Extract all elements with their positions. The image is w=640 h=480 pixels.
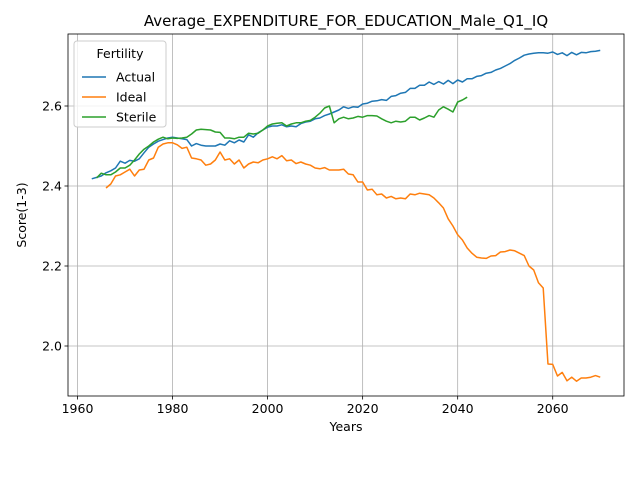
y-axis-label: Score(1-3) (14, 182, 29, 247)
y-tick-label: 2.2 (42, 259, 62, 274)
plot-area-frame (67, 33, 625, 397)
chart-title: Average_EXPENDITURE_FOR_EDUCATION_Male_Q… (144, 12, 548, 31)
series-line-sterile (95, 96, 468, 179)
y-axis-ticks: 2.0 2.2 2.4 2.6 (42, 99, 68, 354)
series-lines (91, 49, 601, 382)
legend-items: Actual Ideal Sterile (82, 70, 157, 125)
x-tick-label: 1980 (157, 401, 189, 416)
legend-label-sterile: Sterile (116, 110, 157, 125)
y-tick-label: 2.0 (42, 339, 62, 354)
y-tick-label: 2.6 (42, 99, 62, 114)
legend-box (73, 40, 167, 128)
y-tick-label: 2.4 (42, 179, 62, 194)
x-tick-label: 2040 (442, 401, 474, 416)
legend: Fertility Actual Ideal Sterile (73, 40, 167, 128)
legend-title: Fertility (97, 46, 145, 61)
legend-label-ideal: Ideal (116, 90, 146, 105)
grid-lines (68, 34, 624, 396)
x-axis-ticks: 1960 1980 2000 2020 2040 2060 (62, 396, 569, 416)
x-tick-label: 2020 (347, 401, 379, 416)
x-tick-label: 2060 (537, 401, 569, 416)
x-tick-label: 2000 (252, 401, 284, 416)
legend-label-actual: Actual (116, 70, 155, 85)
series-line-ideal (105, 142, 601, 382)
series-line-actual (91, 49, 601, 180)
x-axis-label: Years (329, 419, 363, 434)
x-tick-label: 1960 (62, 401, 94, 416)
